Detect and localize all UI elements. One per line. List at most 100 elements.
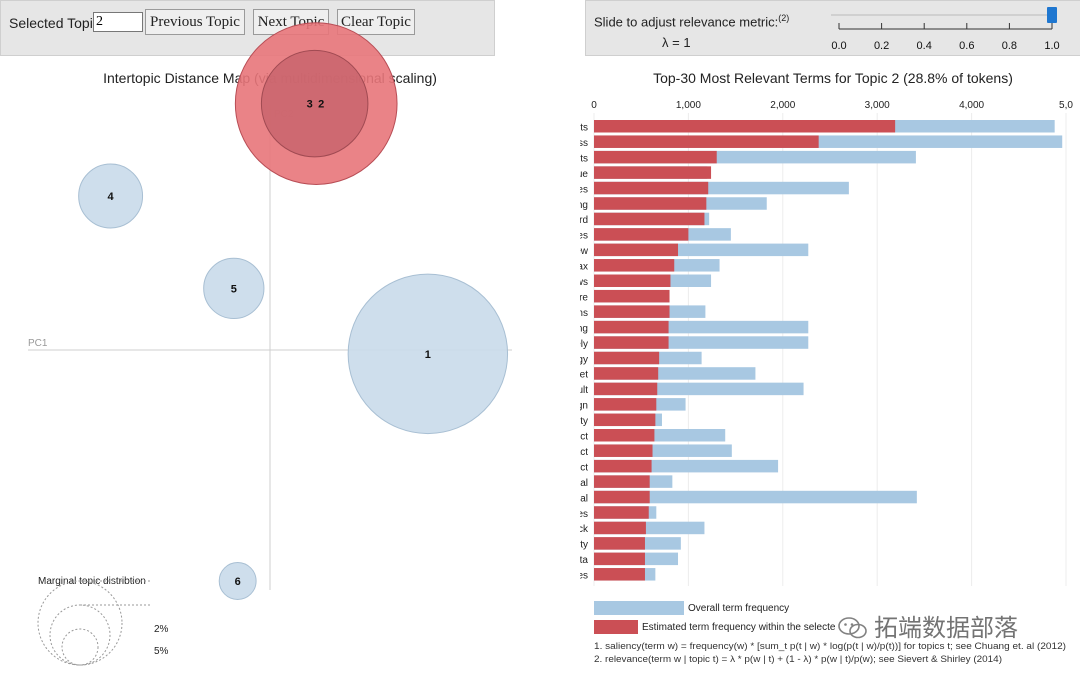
pc1-axis-label: PC1 — [28, 338, 48, 349]
term-label: intellectual — [580, 478, 588, 489]
intertopic-distance-map: Intertopic Distance Map (via multidimens… — [28, 22, 512, 666]
relevance-slider-track[interactable] — [831, 14, 1053, 16]
topic-frequency-bar — [594, 459, 652, 473]
term-label: software — [580, 292, 588, 303]
term-label: market — [580, 370, 588, 381]
term-label: property — [580, 540, 588, 551]
slider-tick-label: 0.6 — [959, 40, 974, 52]
term-label: result — [580, 385, 588, 396]
term-label: third — [580, 215, 588, 226]
topic-label-4: 4 — [108, 191, 115, 203]
term-label: including — [580, 323, 588, 334]
lambda-readout: λ = 1 — [662, 35, 691, 50]
marginal-circle-medium — [49, 604, 111, 666]
selected-topic-label: Selected Topic: — [9, 15, 104, 31]
topic-label-3: 3 — [307, 99, 313, 111]
topic-frequency-bar — [594, 398, 657, 411]
topic-frequency-bar — [594, 289, 670, 303]
relevant-terms-bar-chart: Top-30 Most Relevant Terms for Topic 2 (… — [580, 70, 1073, 664]
term-label: data — [580, 555, 588, 566]
marginal-circle-small — [61, 628, 99, 666]
topic-label-6: 6 — [235, 576, 241, 588]
clear-topic-button[interactable]: Clear Topic — [337, 9, 415, 35]
slider-title: Slide to adjust relevance metric:(2) — [594, 13, 789, 29]
topic-frequency-bar — [594, 150, 717, 164]
term-label: tax — [580, 262, 588, 273]
x-tick-label: 4,000 — [959, 100, 984, 111]
term-label: sales — [580, 231, 588, 242]
topic-frequency-bar — [594, 367, 659, 380]
topic-frequency-bar — [594, 120, 896, 133]
slider-tick-label: 0.0 — [831, 40, 846, 52]
term-label: affect — [580, 462, 588, 473]
previous-topic-button[interactable]: Previous Topic — [145, 9, 245, 35]
term-label: impact — [580, 447, 588, 458]
term-label: results — [580, 153, 588, 164]
x-tick-label: 2,000 — [770, 100, 795, 111]
topic-frequency-bar — [594, 320, 669, 334]
topic-frequency-bar — [594, 197, 707, 210]
term-label: stock — [580, 524, 589, 535]
topic-frequency-bar — [594, 274, 671, 287]
topic-frequency-bar — [594, 259, 675, 272]
term-label: technology — [580, 354, 588, 365]
topic-frequency-bar — [594, 552, 645, 566]
overall-frequency-bar — [594, 490, 917, 504]
legend-label-topic: Estimated term frequency within the sele… — [642, 622, 836, 633]
term-label: product — [580, 432, 588, 443]
slider-tick-label: 0.2 — [874, 40, 889, 52]
topic-frequency-bar — [594, 212, 705, 226]
topic-frequency-bar — [594, 382, 658, 396]
x-tick-label: 0 — [591, 100, 597, 111]
topic-frequency-bar — [594, 181, 709, 195]
term-label: systems — [580, 308, 588, 319]
relevance-slider-panel: Slide to adjust relevance metric:(2) λ =… — [585, 0, 1080, 56]
topic-frequency-bar — [594, 429, 655, 442]
x-tick-label: 3,000 — [865, 100, 890, 111]
relevance-slider-handle[interactable] — [1047, 7, 1057, 23]
topic-frequency-bar — [594, 490, 650, 504]
topic-frequency-bar — [594, 305, 670, 318]
slider-footnote-marker: (2) — [778, 13, 790, 23]
term-label: financial — [580, 493, 588, 504]
topic-frequency-bar — [594, 521, 646, 535]
marginal-legend-title: Marginal topic distribtion — [38, 576, 146, 587]
topic-label-1: 1 — [425, 349, 431, 361]
term-label: employees — [580, 571, 588, 582]
slider-tick-label: 0.8 — [1002, 40, 1017, 52]
footnote-relevance: 2. relevance(term w | topic t) = λ * p(w… — [594, 654, 1002, 664]
slider-tick-label: 1.0 — [1044, 40, 1059, 52]
term-label: business — [580, 138, 588, 149]
term-label: party — [580, 416, 588, 427]
bar-chart-title: Top-30 Most Relevant Terms for Topic 2 (… — [653, 70, 1013, 86]
topic-frequency-bar — [594, 444, 653, 457]
legend-label-overall: Overall term frequency — [688, 603, 789, 614]
term-label: foreign — [580, 401, 588, 412]
topic-bubble-4 — [78, 163, 144, 229]
topic-label-2: 2 — [318, 99, 324, 111]
term-label: operating — [580, 200, 588, 211]
selected-topic-input[interactable] — [93, 12, 143, 32]
marginal-tick-label: 2% — [154, 624, 169, 635]
term-label: revenue — [580, 169, 588, 180]
x-tick-label: 1,000 — [676, 100, 701, 111]
topic-frequency-bar — [594, 413, 656, 427]
topic-frequency-bar — [594, 506, 649, 519]
topic-bubble-5 — [203, 257, 265, 320]
watermark-text: 拓端数据部落 — [874, 614, 1018, 642]
legend-swatch-overall — [594, 601, 684, 615]
topic-frequency-bar — [594, 475, 650, 488]
topic-frequency-bar — [594, 166, 712, 179]
watermark: 拓端数据部落 — [838, 608, 1018, 643]
legend-swatch-topic — [594, 620, 638, 634]
x-tick-label: 5,0 — [1059, 100, 1073, 111]
term-label: new — [580, 246, 589, 257]
topic-frequency-bar — [594, 243, 679, 257]
topic-frequency-bar — [594, 336, 669, 349]
marginal-circle-large — [37, 580, 123, 666]
term-label: adversely — [580, 339, 588, 350]
topic-frequency-bar — [594, 351, 660, 365]
wechat-icon — [838, 617, 867, 639]
topic-frequency-bar — [594, 537, 645, 550]
marginal-tick-label: 5% — [154, 646, 169, 657]
